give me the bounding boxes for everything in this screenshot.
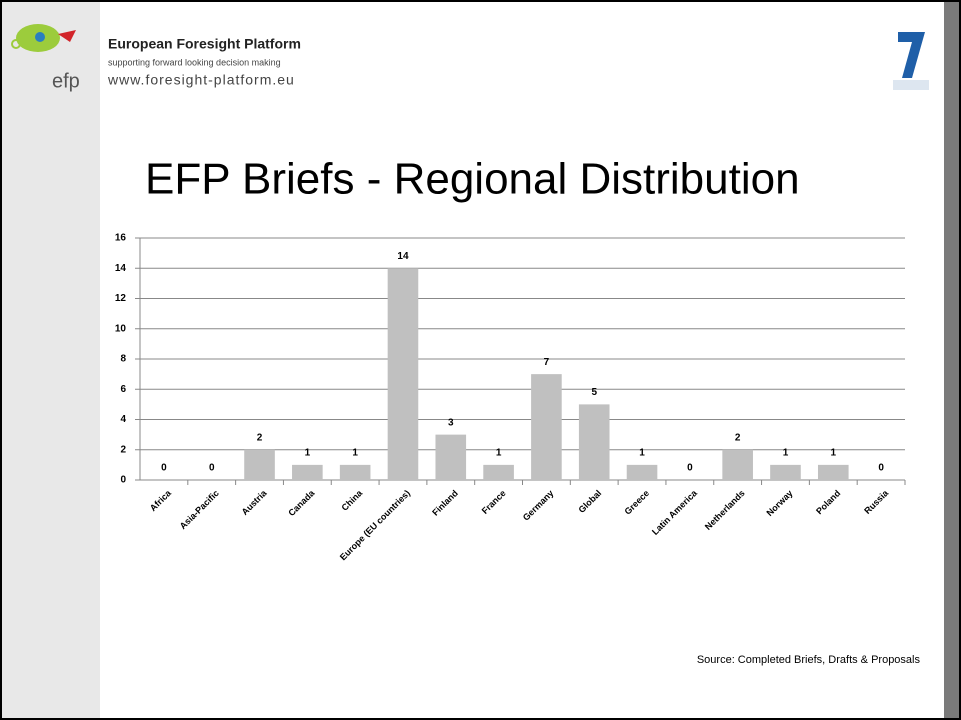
y-tick-label: 16: [115, 233, 127, 244]
data-label: 0: [209, 463, 215, 474]
bar: [339, 464, 371, 480]
bar: [578, 404, 610, 480]
y-tick-label: 6: [120, 384, 126, 395]
bar: [292, 464, 323, 480]
org-name: European Foresight Platform: [108, 36, 301, 52]
logo-text: efp: [52, 70, 80, 92]
data-label: 3: [448, 417, 454, 428]
y-tick-label: 4: [120, 414, 126, 425]
y-tick-label: 0: [120, 475, 126, 486]
y-tick-label: 10: [115, 323, 127, 334]
data-label: 1: [352, 448, 358, 459]
url: www.foresight-platform.eu: [107, 72, 295, 88]
bar: [531, 374, 562, 480]
source-note: Source: Completed Briefs, Drafts & Propo…: [697, 654, 921, 666]
bar: [770, 464, 801, 480]
left-strip: [0, 0, 100, 720]
bar: [244, 449, 275, 480]
bar: [435, 434, 467, 480]
right-strip: [944, 0, 961, 720]
data-label: 0: [878, 463, 884, 474]
data-label: 14: [397, 251, 409, 262]
bar: [722, 449, 753, 480]
bar: [387, 268, 419, 480]
efp-logo: [11, 24, 76, 52]
fp7-logo: [893, 32, 929, 90]
chart-title: EFP Briefs - Regional Distribution: [145, 155, 800, 204]
data-label: 2: [735, 432, 741, 443]
data-label: 5: [591, 387, 597, 398]
y-tick-label: 8: [120, 354, 126, 365]
data-label: 2: [257, 432, 263, 443]
y-tick-label: 2: [120, 444, 126, 455]
data-label: 1: [639, 448, 645, 459]
data-label: 1: [496, 448, 502, 459]
y-tick-label: 12: [115, 293, 127, 304]
data-label: 1: [831, 448, 837, 459]
y-tick-label: 14: [115, 263, 127, 274]
data-label: 0: [161, 463, 167, 474]
data-label: 0: [687, 463, 693, 474]
bar: [817, 464, 849, 480]
tagline: supporting forward looking decision maki…: [108, 57, 281, 67]
data-label: 1: [305, 448, 311, 459]
bar: [626, 464, 658, 480]
bar: [483, 464, 514, 480]
data-label: 1: [783, 448, 789, 459]
data-label: 7: [544, 357, 550, 368]
